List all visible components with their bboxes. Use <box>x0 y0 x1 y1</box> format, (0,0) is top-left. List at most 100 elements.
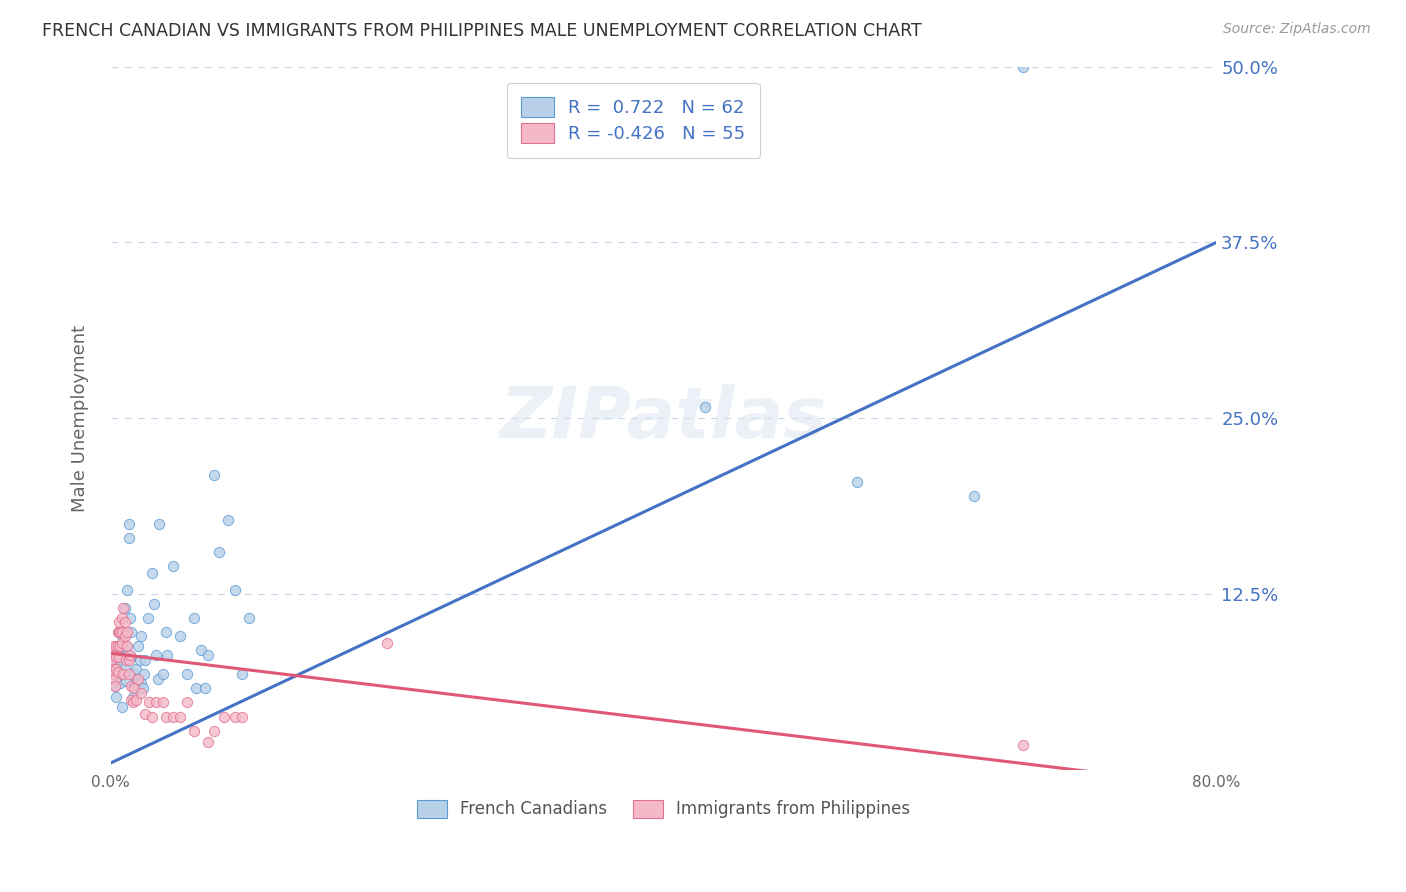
Point <box>217 512 239 526</box>
Point <box>146 672 169 686</box>
Point <box>136 611 159 625</box>
Point <box>128 653 150 667</box>
Point <box>108 615 131 630</box>
Point <box>118 531 141 545</box>
Point <box>129 685 152 699</box>
Point <box>155 709 177 723</box>
Point <box>122 681 145 696</box>
Point <box>108 650 131 665</box>
Point <box>169 709 191 723</box>
Point <box>183 723 205 738</box>
Point <box>122 696 145 710</box>
Point <box>238 611 260 625</box>
Point <box>107 639 129 653</box>
Point <box>231 709 253 723</box>
Point <box>129 675 152 690</box>
Point <box>224 582 246 597</box>
Point <box>101 653 124 667</box>
Point <box>197 648 219 662</box>
Point <box>197 735 219 749</box>
Point <box>111 636 134 650</box>
Point <box>121 625 143 640</box>
Point <box>132 667 155 681</box>
Point <box>111 611 134 625</box>
Point <box>104 672 127 686</box>
Point <box>115 653 138 667</box>
Text: FRENCH CANADIAN VS IMMIGRANTS FROM PHILIPPINES MALE UNEMPLOYMENT CORRELATION CHA: FRENCH CANADIAN VS IMMIGRANTS FROM PHILI… <box>42 22 922 40</box>
Point <box>105 650 128 665</box>
Point <box>111 625 134 640</box>
Point <box>105 639 128 653</box>
Point <box>846 475 869 489</box>
Point <box>107 625 129 640</box>
Text: ZIPatlas: ZIPatlas <box>501 384 827 453</box>
Point <box>176 696 198 710</box>
Point <box>186 681 208 696</box>
Point <box>127 639 149 653</box>
Point <box>138 696 160 710</box>
Point <box>112 601 135 615</box>
Point <box>118 653 141 667</box>
Point <box>202 467 225 482</box>
Point <box>110 639 132 653</box>
Point <box>141 709 163 723</box>
Point <box>108 665 131 679</box>
Point <box>1011 738 1033 752</box>
Point <box>124 662 146 676</box>
Point <box>212 709 235 723</box>
Point <box>118 667 141 681</box>
Point <box>117 639 139 653</box>
Point <box>176 667 198 681</box>
Point <box>117 648 139 662</box>
Point <box>162 709 184 723</box>
Point <box>125 681 148 696</box>
Point <box>103 657 125 672</box>
Point <box>114 601 136 615</box>
Text: Source: ZipAtlas.com: Source: ZipAtlas.com <box>1223 22 1371 37</box>
Point <box>183 611 205 625</box>
Point <box>141 566 163 580</box>
Point <box>111 699 134 714</box>
Point <box>103 639 125 653</box>
Point <box>194 681 217 696</box>
Point <box>105 667 128 681</box>
Point <box>105 662 128 676</box>
Point <box>105 690 128 704</box>
Point <box>142 597 165 611</box>
Point <box>134 653 156 667</box>
Point <box>104 679 127 693</box>
Point <box>693 400 716 414</box>
Point <box>110 675 132 690</box>
Point <box>117 582 139 597</box>
Point <box>122 667 145 681</box>
Point <box>103 662 125 676</box>
Point <box>152 696 174 710</box>
Point <box>108 625 131 640</box>
Point <box>110 639 132 653</box>
Point <box>145 696 167 710</box>
Point <box>121 692 143 706</box>
Point <box>112 650 135 665</box>
Point <box>122 681 145 696</box>
Point <box>114 662 136 676</box>
Point <box>117 625 139 640</box>
Point <box>202 723 225 738</box>
Point <box>190 643 212 657</box>
Point <box>224 709 246 723</box>
Point <box>162 559 184 574</box>
Point <box>231 667 253 681</box>
Point <box>122 690 145 704</box>
Point <box>169 629 191 643</box>
Point <box>114 629 136 643</box>
Point <box>148 516 170 531</box>
Point <box>112 667 135 681</box>
Point <box>207 545 229 559</box>
Point <box>107 665 129 679</box>
Y-axis label: Male Unemployment: Male Unemployment <box>72 325 89 512</box>
Point <box>145 648 167 662</box>
Point <box>129 629 152 643</box>
Point <box>121 679 143 693</box>
Point <box>120 611 142 625</box>
Point <box>114 615 136 630</box>
Point <box>375 636 398 650</box>
